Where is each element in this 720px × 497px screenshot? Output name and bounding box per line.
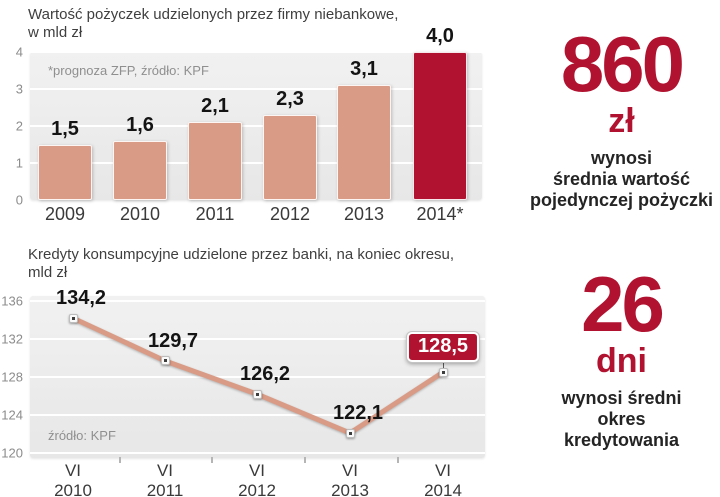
line-chart-title-line2: mld zł: [28, 264, 68, 281]
point-value-label: 126,2: [239, 363, 291, 386]
bar-value-label: 1,6: [126, 113, 154, 136]
x-axis-label-line: 2010: [54, 481, 92, 497]
bar-chart-title-line1: Wartość pożyczek udzielonych przez firmy…: [28, 6, 399, 23]
data-point-marker: [68, 313, 78, 323]
bar: [38, 144, 92, 200]
bar-value-label: 2,3: [276, 87, 304, 110]
y-axis-tick-label: 3: [15, 81, 23, 97]
x-axis-category-label: 2009: [44, 204, 86, 224]
axis-minor-tick: [211, 457, 213, 463]
y-axis-tick-label: 4: [15, 44, 23, 60]
x-axis-label-line: VI: [248, 461, 266, 480]
gridline: [30, 300, 485, 302]
data-point-marker: [160, 356, 170, 366]
line-chart-title-line1: Kredyty konsumpcyjne udzielone przez ban…: [28, 246, 455, 263]
y-axis-tick-label: 124: [1, 407, 23, 423]
axis-minor-tick: [119, 457, 121, 463]
x-axis-category-label: 2012: [269, 204, 311, 224]
line-chart-source-note: źródło: KPF: [48, 428, 116, 443]
stat-average-loan-value: 860 zł wynosi średnia wartość pojedyncze…: [523, 20, 720, 211]
y-axis-tick-label: 136: [1, 293, 23, 309]
gridline: [30, 88, 482, 90]
data-point-marker: [345, 428, 355, 438]
bar-chart-title: Wartość pożyczek udzielonych przez firmy…: [28, 6, 398, 42]
bar-value-label: 4,0: [426, 25, 454, 47]
line-chart-plot-area: [30, 296, 485, 458]
stat-value: 26: [581, 260, 665, 348]
x-axis-category-label: VI 2010: [54, 461, 92, 497]
point-value-label: 134,2: [55, 287, 107, 310]
gridline: [30, 452, 485, 454]
line-chart-title: Kredyty konsumpcyjne udzielone przez ban…: [28, 246, 454, 282]
axis-minor-tick: [303, 457, 306, 463]
x-axis-category-label: 2011: [195, 204, 235, 224]
stat-value: 860: [560, 20, 685, 108]
data-point-dot: [441, 370, 445, 374]
x-axis-label-line: 2011: [146, 481, 184, 497]
x-axis-label-line: 2012: [238, 481, 276, 497]
gridline: [30, 125, 482, 127]
stat-unit: dni: [596, 342, 647, 380]
bar-value-label: 1,5: [51, 117, 79, 140]
bar-chart-title-line2: w mld zł: [28, 24, 83, 41]
bar: [188, 122, 242, 200]
bar: [113, 140, 167, 200]
x-axis-label-line: VI: [341, 461, 359, 480]
axis-minor-tick: [396, 457, 399, 463]
stat-average-credit-period: 26 dni wynosi średni okres kredytowania: [523, 260, 720, 451]
x-axis-category-label: 2010: [119, 204, 161, 224]
y-axis-tick-label: 1: [15, 155, 23, 171]
y-axis-tick-label: 0: [15, 192, 23, 208]
x-axis-category-label: VI 2013: [331, 461, 369, 497]
gridline: [30, 51, 482, 53]
x-axis-label-line: VI: [156, 461, 174, 480]
data-point-dot: [348, 431, 352, 435]
point-value-label: 122,1: [332, 402, 384, 425]
stat-description: wynosi średnia wartość pojedynczej pożyc…: [529, 148, 714, 210]
stat-unit: zł: [608, 102, 635, 140]
bar-chart-plot-area: [30, 51, 482, 200]
y-axis-tick-label: 128: [1, 369, 23, 385]
x-axis-label-line: VI: [64, 461, 82, 480]
gridline: [30, 338, 485, 340]
bar-value-label: 3,1: [350, 58, 378, 81]
stat-description: wynosi średni okres kredytowania: [561, 388, 682, 450]
bar-chart-source-note: *prognoza ZFP, źródło: KPF: [48, 63, 209, 78]
gridline: [30, 162, 482, 164]
y-axis-tick-label: 2: [15, 118, 23, 134]
x-axis-category-label: VI 2012: [238, 461, 276, 497]
value-badge: 128,5: [406, 332, 480, 363]
x-axis-category-label: VI 2011: [147, 461, 184, 497]
y-axis-tick-label: 132: [1, 331, 23, 347]
x-axis-category-label: 2013: [343, 204, 385, 224]
gridline: [30, 414, 485, 416]
gridline: [30, 376, 485, 378]
y-axis-tick-label: 120: [1, 445, 23, 461]
bar: [263, 114, 317, 200]
x-axis-category-label: 2014*: [416, 204, 464, 224]
bar-value-label: 2,1: [201, 95, 229, 118]
x-axis-label-line: 2013: [331, 481, 369, 497]
bar: [337, 85, 391, 200]
badge-callout-line: [443, 356, 444, 369]
x-axis-category-label: VI 2014: [424, 461, 462, 497]
x-axis-label-line: VI: [434, 461, 452, 480]
x-axis-label-line: 2014: [424, 481, 462, 497]
bar-highlighted: [413, 52, 467, 200]
data-point-marker: [252, 389, 262, 399]
data-point-dot: [255, 392, 259, 396]
point-value-label: 129,7: [147, 329, 199, 352]
data-point-marker: [438, 367, 448, 377]
data-point-dot: [71, 316, 75, 320]
data-point-dot: [163, 359, 167, 363]
